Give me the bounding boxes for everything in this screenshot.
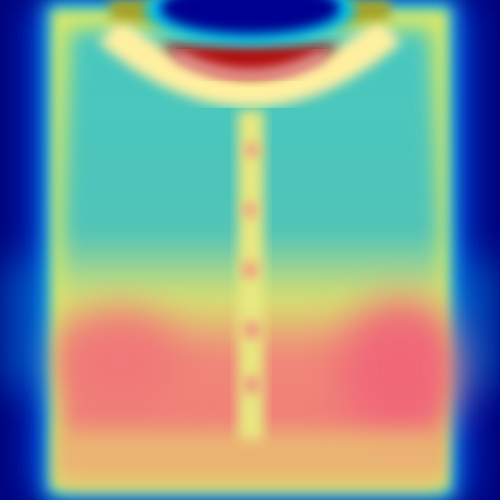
warm-patch: [60, 310, 180, 410]
warm-patch: [340, 300, 460, 440]
collar-ring: [98, 17, 402, 107]
collar-highlight: [172, 49, 328, 81]
button: [243, 203, 257, 217]
buttons: [242, 143, 261, 394]
neck-hole: [160, 0, 340, 34]
button: [242, 262, 258, 278]
button: [245, 143, 259, 157]
button: [243, 376, 261, 394]
button: [243, 321, 261, 339]
